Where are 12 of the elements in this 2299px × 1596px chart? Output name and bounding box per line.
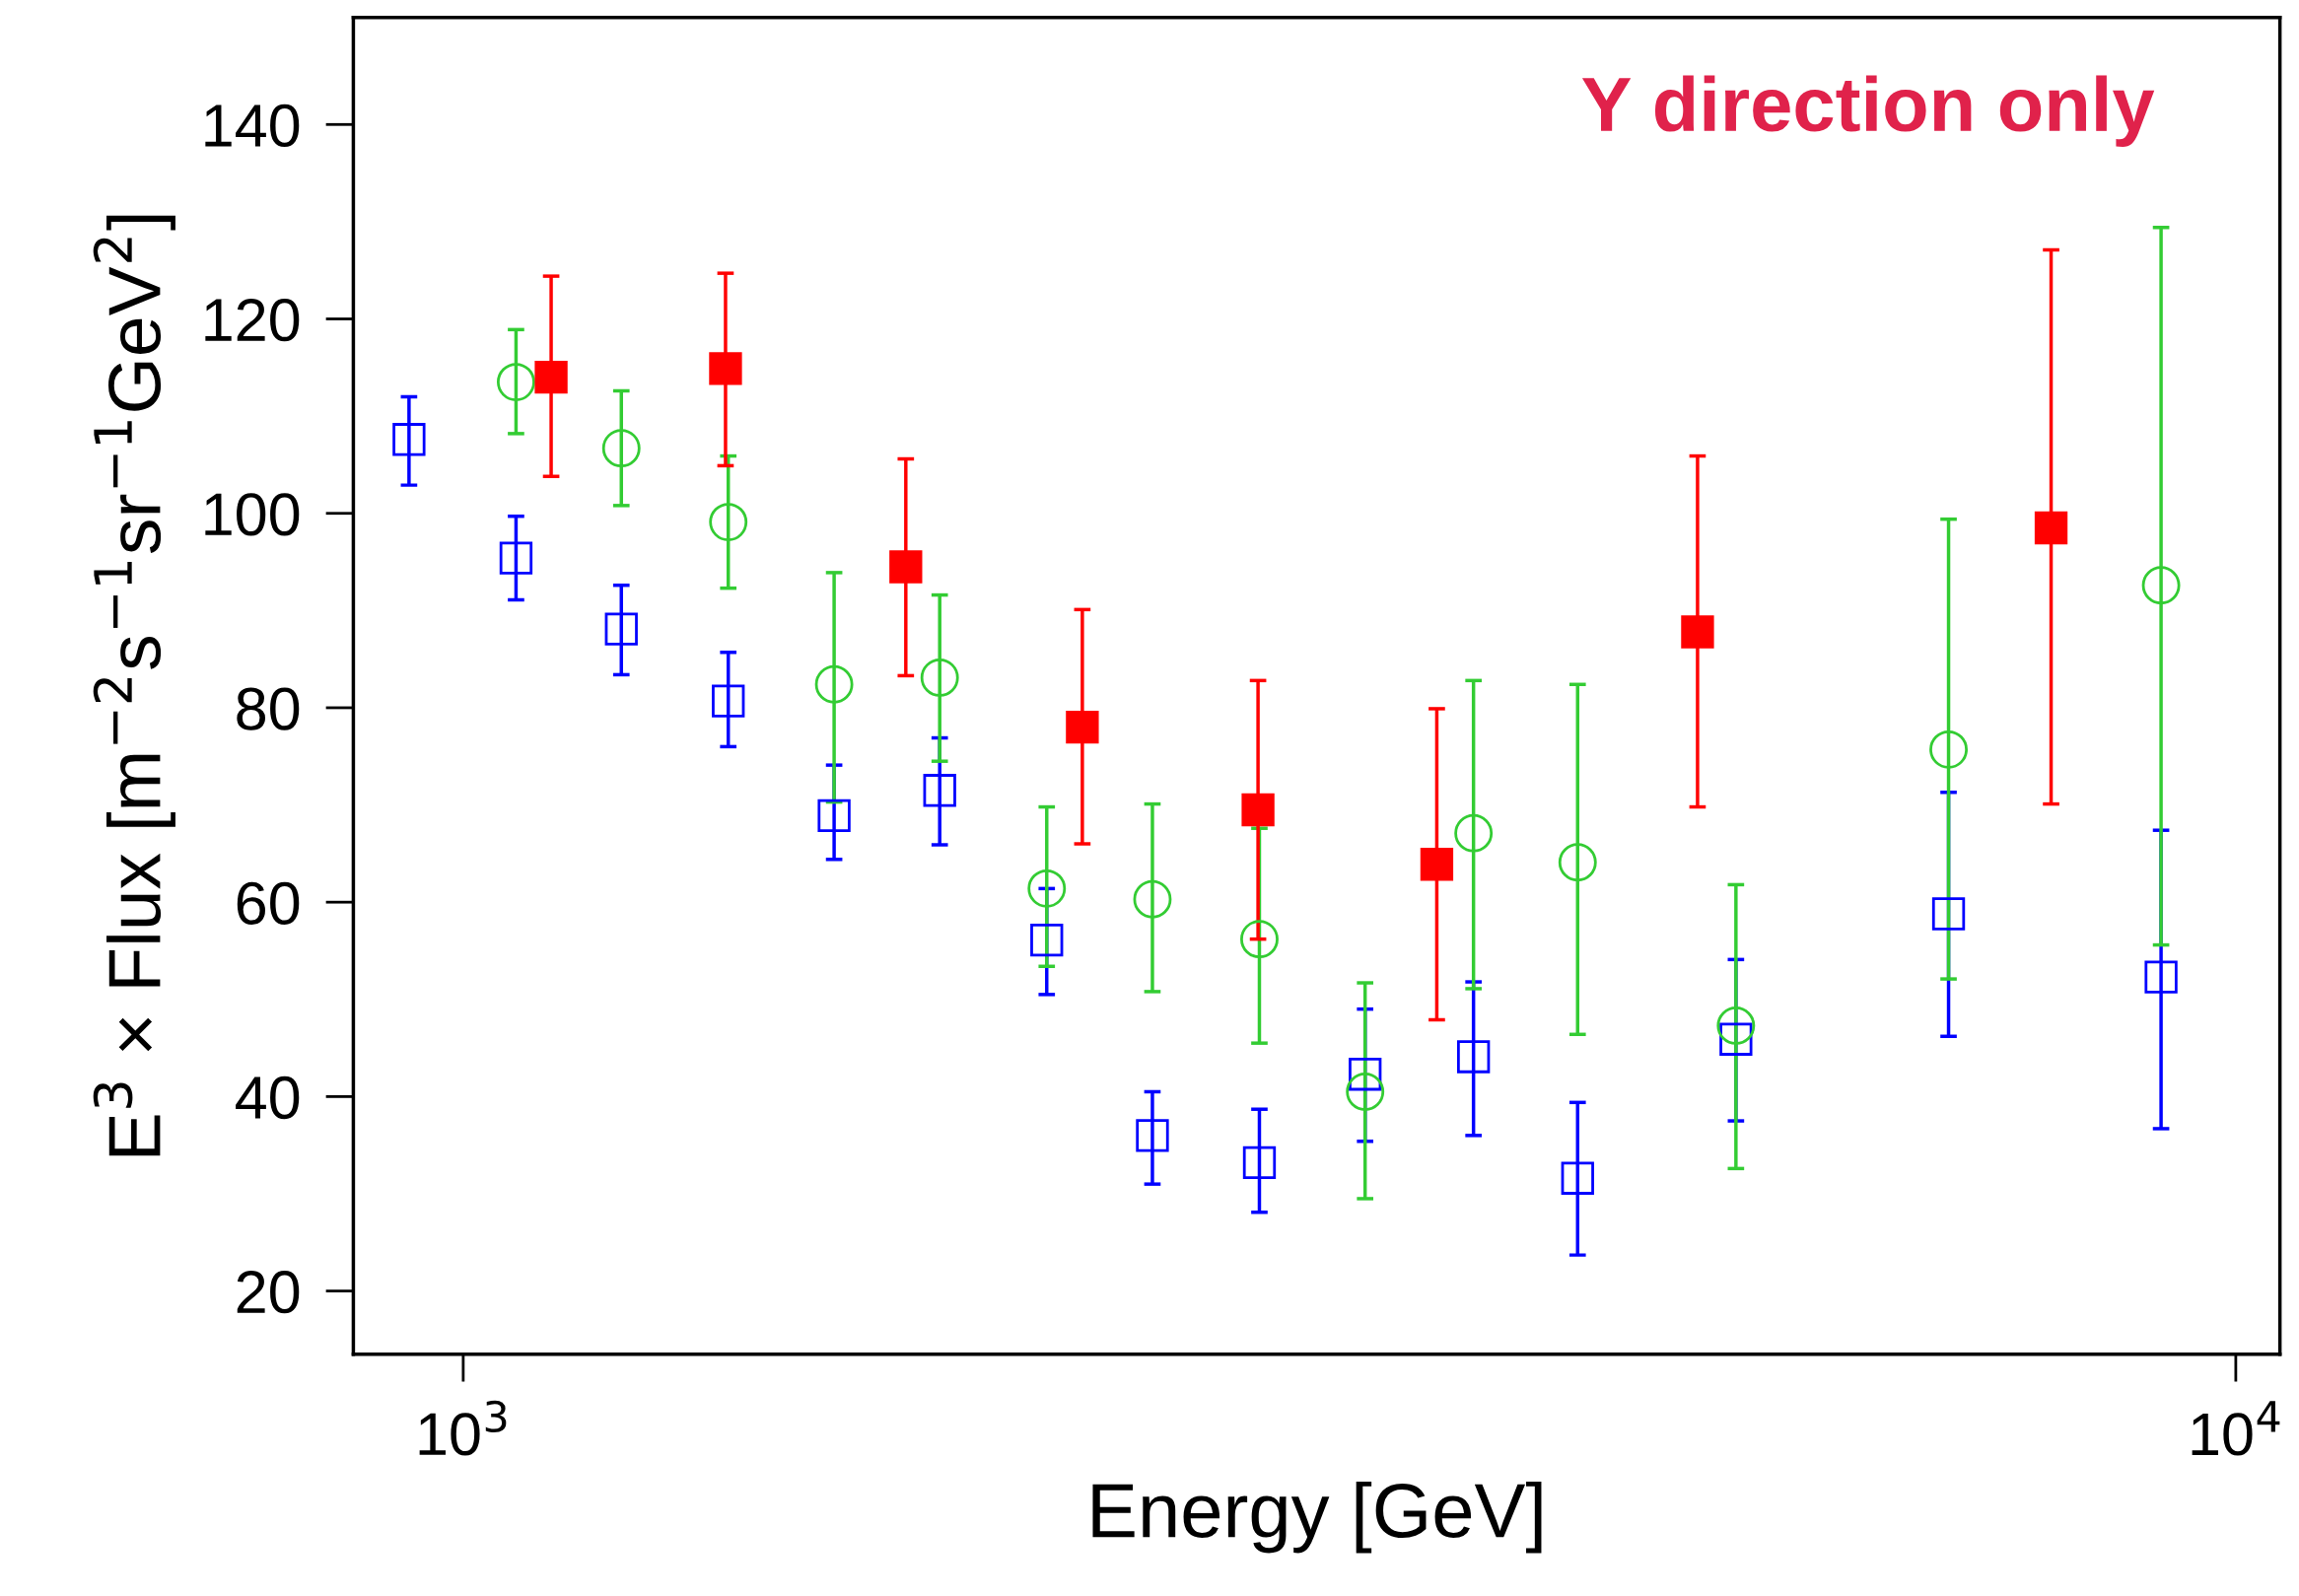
y-tick-label: 100: [205, 493, 300, 536]
y-tick-label: 60: [237, 881, 300, 925]
x-tick-label: 10$^{3}$: [419, 1400, 507, 1456]
y-tick-label: 140: [205, 104, 300, 148]
x-axis-title: Energy [GeV]: [1092, 1481, 1542, 1554]
y-tick-label: 40: [236, 1076, 300, 1120]
y-tick-label: 120: [205, 298, 300, 342]
annotation: Y direction only: [1581, 75, 2155, 147]
y-tick-label: 80: [237, 687, 300, 730]
x-tick-label: 10$^{4}$: [2192, 1401, 2280, 1456]
y-tick-label: 20: [237, 1271, 300, 1314]
text: E$^{3}$ × Flux [m$^{−2}$s$^{−1}$sr$^{−1}$GeV$^{2}$]: [93, 215, 175, 1156]
